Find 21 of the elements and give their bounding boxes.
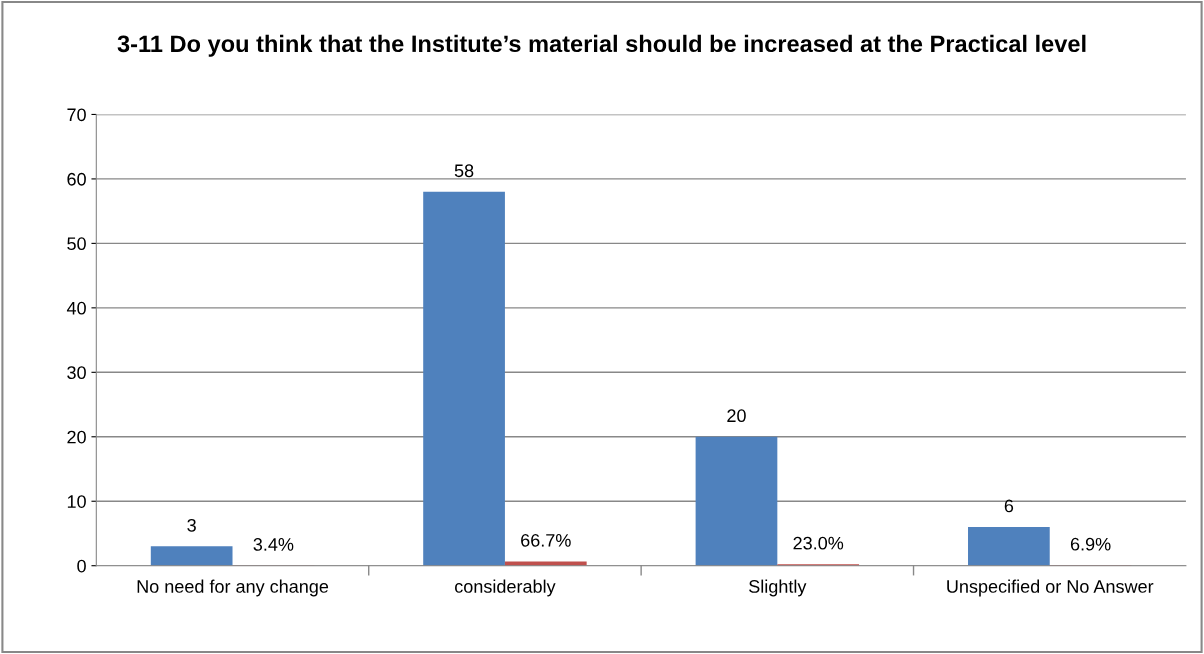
y-tick-label: 50 xyxy=(67,237,86,251)
data-label: 20 xyxy=(727,409,746,423)
y-tick-label: 70 xyxy=(67,108,86,122)
y-tick-label: 10 xyxy=(67,495,86,508)
y-tick-label: 30 xyxy=(67,366,86,380)
data-label: 6 xyxy=(1004,499,1014,513)
data-label: 23.0% xyxy=(793,536,844,550)
x-tick-label: No need for any change xyxy=(137,579,329,597)
data-label: 66.7% xyxy=(521,533,571,547)
data-label: 6.9% xyxy=(1070,537,1111,551)
x-tick-label: Slightly xyxy=(749,579,807,597)
x-tick-label: considerably xyxy=(455,579,556,597)
y-tick-label: 40 xyxy=(66,301,86,315)
data-label: 58 xyxy=(454,164,474,178)
y-tick-label: 60 xyxy=(67,172,86,186)
y-tick-label: 0 xyxy=(77,559,86,573)
x-tick-label: Unspecified or No Answer xyxy=(947,579,1154,597)
data-label: 3.4% xyxy=(253,538,294,551)
chart-title: 3-11 Do you think that the Institute’s material should be increased at the Practical level xyxy=(117,34,1086,57)
y-tick-label: 20 xyxy=(67,430,86,444)
data-label: 3 xyxy=(187,518,196,532)
